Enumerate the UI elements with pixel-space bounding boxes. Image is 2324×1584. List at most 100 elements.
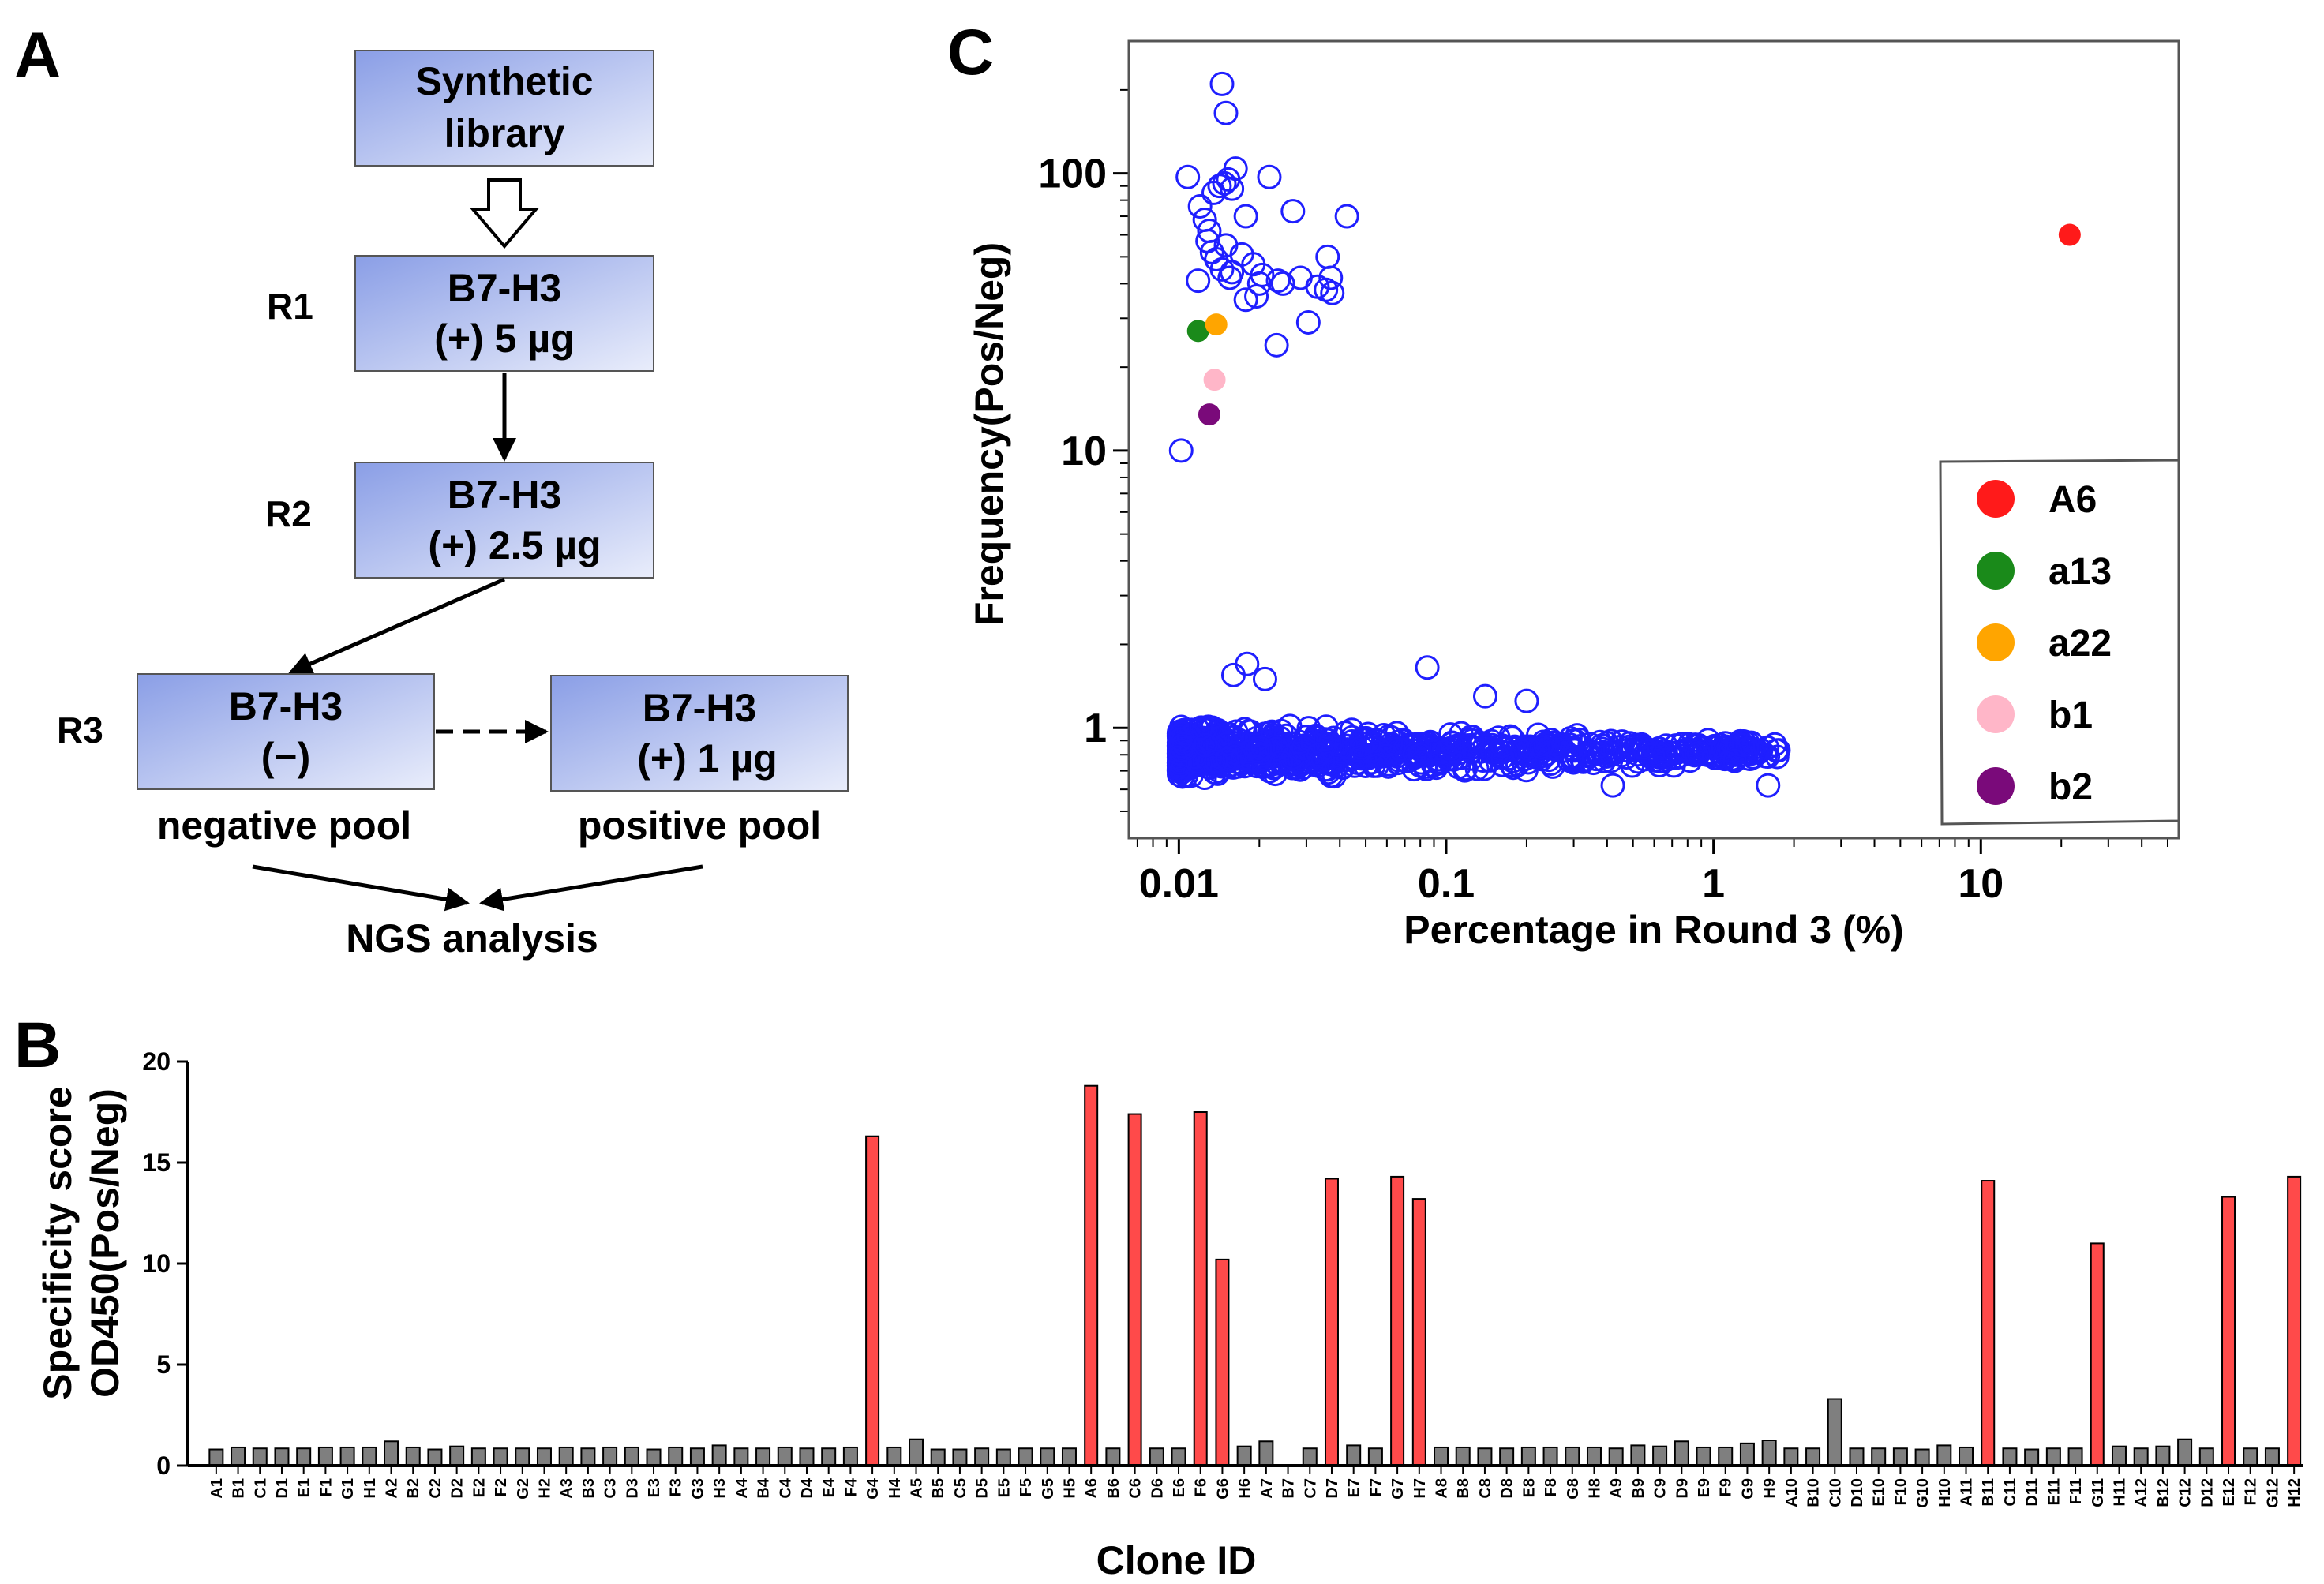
arrow-neg-to-ngs — [252, 864, 470, 912]
bar-A4 — [733, 1447, 749, 1466]
bar-H3 — [711, 1444, 727, 1467]
category-label: C7 — [1302, 1478, 1319, 1499]
category-label: E10 — [1871, 1478, 1888, 1507]
bar-A2 — [384, 1440, 399, 1467]
data-point-open — [1364, 753, 1389, 778]
bar-B8 — [1455, 1446, 1471, 1466]
bar-E5 — [995, 1448, 1011, 1467]
data-point-open — [1408, 743, 1433, 768]
data-point-open — [1546, 733, 1572, 758]
category-label: H10 — [1936, 1478, 1954, 1507]
bar-A9 — [1608, 1447, 1624, 1466]
box-r3-neg-line1: B7-H3 — [229, 684, 343, 728]
bar-A10 — [1783, 1447, 1799, 1466]
scatter-chart: 0.01 0.1 1 10 1 10 100 Percentage in Round 3 (… — [967, 39, 2180, 952]
category-label: D10 — [1849, 1478, 1866, 1507]
legend-box — [1939, 459, 2180, 826]
category-label: D12 — [2198, 1478, 2216, 1507]
category-label: B6 — [1105, 1478, 1123, 1499]
category-label: H5 — [1061, 1478, 1078, 1499]
y-tick-label: 20 — [142, 1047, 171, 1076]
data-point-open — [1287, 729, 1312, 755]
bar-C3 — [602, 1446, 618, 1466]
bar-H6 — [1236, 1445, 1252, 1467]
bar-C5 — [952, 1448, 968, 1467]
data-point-open — [1686, 740, 1711, 766]
bar-G1 — [339, 1446, 355, 1466]
bar-F10 — [1892, 1447, 1908, 1466]
data-point-open — [1270, 271, 1295, 296]
category-label: B11 — [1980, 1478, 1997, 1507]
data-point-a22 — [1205, 313, 1228, 336]
bar-E1 — [296, 1447, 312, 1466]
bar-A1 — [208, 1448, 224, 1467]
category-label: F11 — [2067, 1478, 2085, 1504]
bar-E12 — [2221, 1196, 2236, 1467]
bar-C1 — [252, 1447, 268, 1466]
category-label: A5 — [909, 1478, 926, 1499]
data-point-open — [1424, 736, 1449, 761]
data-point-open — [1233, 287, 1258, 313]
data-point-open — [1756, 773, 1781, 798]
data-point-open — [1324, 754, 1349, 779]
data-point-open — [1220, 176, 1245, 201]
y-tick-label: 5 — [156, 1350, 171, 1379]
bar-G2 — [515, 1447, 530, 1466]
data-point-open — [1237, 739, 1262, 764]
data-point-open — [1207, 174, 1232, 199]
bar-C7 — [1302, 1447, 1318, 1466]
legend-label-a13: a13 — [2048, 551, 2112, 593]
category-label: D4 — [799, 1477, 816, 1498]
bar-G7 — [1390, 1175, 1405, 1467]
category-label: E8 — [1520, 1478, 1538, 1497]
data-point-open — [1334, 204, 1359, 229]
category-label: D9 — [1674, 1478, 1691, 1499]
category-label: B4 — [755, 1477, 773, 1498]
category-label: D1 — [274, 1478, 291, 1499]
bar-E11 — [2045, 1447, 2061, 1466]
bar-A12 — [2133, 1447, 2149, 1466]
category-label: F10 — [1892, 1478, 1910, 1505]
bar-y-axis-label-line1: Specificity score — [36, 1086, 80, 1399]
bar-B10 — [1805, 1447, 1821, 1466]
category-label: B12 — [2155, 1478, 2172, 1507]
category-label: F2 — [493, 1478, 510, 1496]
data-point-open — [1233, 204, 1258, 229]
bar-C11 — [2002, 1447, 2018, 1466]
bar-H1 — [362, 1446, 377, 1466]
category-label: G9 — [1739, 1478, 1756, 1500]
category-label: F9 — [1718, 1478, 1735, 1496]
category-label: A2 — [384, 1478, 401, 1499]
data-point-b1 — [1203, 369, 1226, 391]
data-point-open — [1310, 748, 1336, 773]
data-point-open — [1175, 164, 1201, 189]
bar-B2 — [405, 1446, 421, 1466]
category-label: H1 — [362, 1478, 379, 1499]
bar-F3 — [668, 1446, 684, 1466]
category-label: H4 — [886, 1477, 904, 1498]
bar-D3 — [624, 1446, 639, 1466]
category-label: F8 — [1542, 1478, 1560, 1496]
category-label: A4 — [733, 1477, 751, 1498]
legend-label-a22: a22 — [2048, 623, 2112, 665]
bar-E2 — [470, 1447, 486, 1466]
bar-G9 — [1739, 1442, 1755, 1466]
legend-marker-a22 — [1977, 623, 2015, 661]
bar-E6 — [1171, 1447, 1186, 1466]
bar-A6 — [1084, 1084, 1099, 1466]
data-point-open — [1213, 100, 1239, 125]
category-label: A12 — [2133, 1478, 2150, 1507]
legend-label-b2: b2 — [2048, 766, 2093, 808]
y-tick-label: 100 — [1038, 152, 1107, 197]
y-tick-label: 15 — [142, 1148, 171, 1177]
bar-C10 — [1827, 1398, 1842, 1467]
y-tick-label: 10 — [1061, 429, 1107, 474]
data-point-open — [1209, 257, 1235, 282]
bar-F7 — [1367, 1447, 1383, 1466]
bar-C12 — [2177, 1438, 2193, 1466]
scatter-points — [1166, 71, 2081, 798]
data-point-open — [1314, 714, 1339, 740]
bar-F6 — [1193, 1111, 1208, 1466]
bar-B3 — [580, 1447, 596, 1466]
category-label: H6 — [1236, 1478, 1254, 1499]
